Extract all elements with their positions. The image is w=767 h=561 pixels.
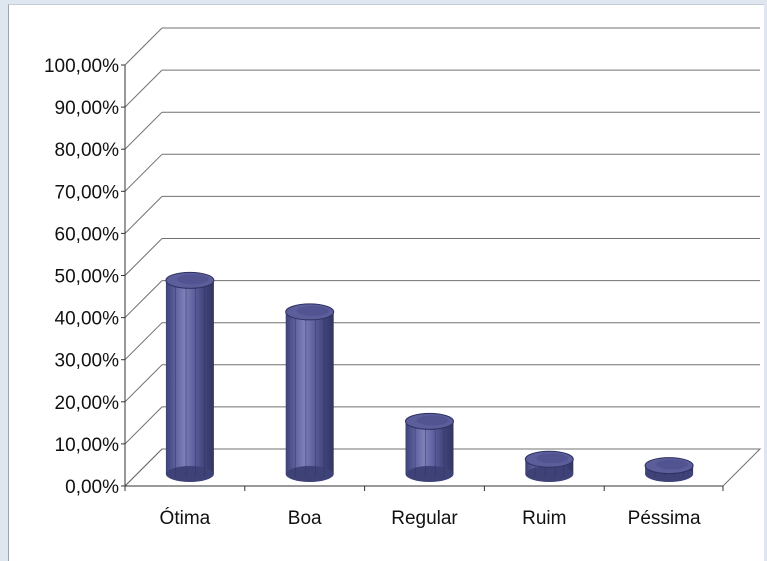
- gridline-side: [124, 238, 163, 276]
- y-tick-label: 20,00%: [55, 393, 120, 414]
- y-tick-label: 40,00%: [55, 309, 120, 330]
- gridline-side: [124, 196, 163, 234]
- x-category-label: Ótima: [160, 507, 211, 529]
- gridline-side: [124, 364, 163, 403]
- gridline-side: [124, 322, 163, 361]
- gridline-side: [124, 69, 163, 108]
- bar-body: [285, 311, 334, 474]
- chart-frame: [8, 4, 764, 561]
- x-category-label: Regular: [391, 508, 458, 529]
- y-tick-label: 30,00%: [55, 351, 120, 372]
- x-category-label: Péssima: [628, 508, 701, 529]
- bar-body: [165, 280, 214, 474]
- bar-top-shade: [416, 415, 449, 426]
- bar-top-shade: [536, 453, 569, 464]
- bar-top-shade: [656, 459, 689, 470]
- gridline-side: [124, 280, 163, 318]
- gridline-side: [124, 111, 163, 150]
- bar-top-shade: [176, 274, 209, 285]
- bar-base: [165, 466, 214, 482]
- y-tick-label: 10,00%: [55, 435, 120, 456]
- y-tick-label: 90,00%: [55, 98, 120, 119]
- bar-base: [525, 466, 574, 482]
- y-tick-label: 70,00%: [55, 182, 120, 203]
- gridline-side: [124, 27, 163, 66]
- bar-top-shade: [296, 305, 329, 316]
- bar-body: [405, 421, 454, 474]
- bar-base: [285, 466, 334, 482]
- y-tick-label: 0,00%: [65, 477, 119, 498]
- x-category-label: Ruim: [522, 508, 566, 529]
- y-tick-label: 80,00%: [55, 140, 120, 161]
- y-tick-label: 50,00%: [55, 267, 120, 288]
- y-tick-label: 60,00%: [55, 224, 120, 245]
- y-tick-label: 100,00%: [44, 56, 119, 77]
- bar-base: [405, 466, 454, 482]
- x-category-label: Boa: [288, 508, 322, 529]
- gridline-side: [124, 153, 163, 192]
- gridline-side: [124, 406, 163, 445]
